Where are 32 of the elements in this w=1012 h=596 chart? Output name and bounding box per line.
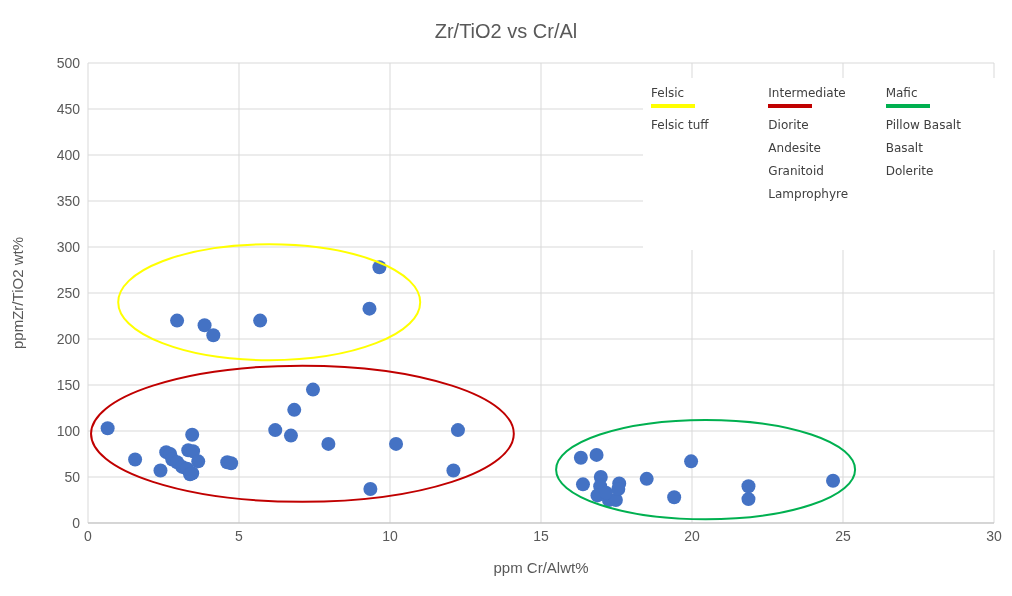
- y-tick-label: 450: [56, 100, 81, 117]
- y-tick-label: 350: [56, 192, 81, 209]
- y-tick-label: 200: [56, 330, 81, 347]
- x-tick-label: 20: [684, 527, 700, 544]
- annotation: Granitoid: [768, 164, 825, 178]
- x-tick-label: 5: [235, 527, 244, 544]
- annotation: Felsic: [651, 86, 686, 100]
- annotation: Intermediate: [768, 86, 847, 100]
- y-tick-label: 50: [64, 468, 81, 485]
- annotation: Pillow Basalt: [885, 118, 962, 132]
- x-tick-label: 10: [382, 527, 398, 544]
- annotation: Diorite: [768, 118, 810, 132]
- x-tick-label: 0: [84, 527, 93, 544]
- y-tick-label: 250: [56, 284, 81, 301]
- annotation: Andesite: [768, 141, 822, 155]
- annotation: Lamprophyre: [768, 187, 850, 201]
- y-tick-label: 300: [56, 238, 81, 255]
- x-axis-title: ppm Cr/Alwt%: [493, 559, 589, 576]
- y-tick-label: 400: [56, 146, 81, 163]
- annotation: Basalt: [885, 141, 924, 155]
- y-tick-label: 500: [56, 54, 81, 71]
- y-tick-label: 0: [72, 514, 81, 531]
- annotation: Mafic: [885, 86, 919, 100]
- x-tick-label: 30: [986, 527, 1002, 544]
- x-tick-label: 15: [533, 527, 549, 544]
- y-tick-label: 150: [56, 376, 81, 393]
- chart-title: Zr/TiO2 vs Cr/Al: [433, 20, 579, 43]
- y-tick-label: 100: [56, 422, 81, 439]
- annotation: Dolerite: [885, 164, 935, 178]
- y-axis-title: ppmZr/TiO2 wt%: [9, 237, 27, 349]
- x-tick-label: 25: [835, 527, 851, 544]
- annotation: Felsic tuff: [651, 118, 710, 132]
